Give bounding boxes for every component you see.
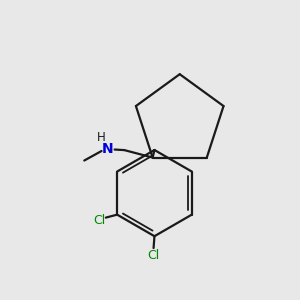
Text: H: H [97, 131, 106, 144]
Text: N: N [102, 142, 114, 156]
Text: Cl: Cl [93, 214, 105, 227]
Text: Cl: Cl [147, 249, 159, 262]
